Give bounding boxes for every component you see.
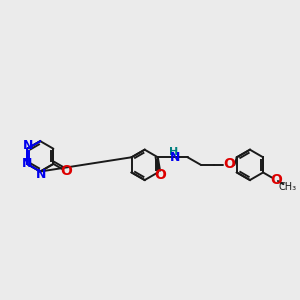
Text: CH₃: CH₃ bbox=[279, 182, 297, 192]
Text: N: N bbox=[169, 151, 180, 164]
Text: O: O bbox=[223, 157, 235, 171]
Text: N: N bbox=[22, 157, 32, 170]
Text: O: O bbox=[60, 164, 72, 178]
Text: N: N bbox=[23, 140, 33, 152]
Text: O: O bbox=[270, 173, 282, 187]
Text: N: N bbox=[35, 168, 46, 181]
Text: H: H bbox=[169, 147, 178, 157]
Text: O: O bbox=[154, 168, 166, 182]
